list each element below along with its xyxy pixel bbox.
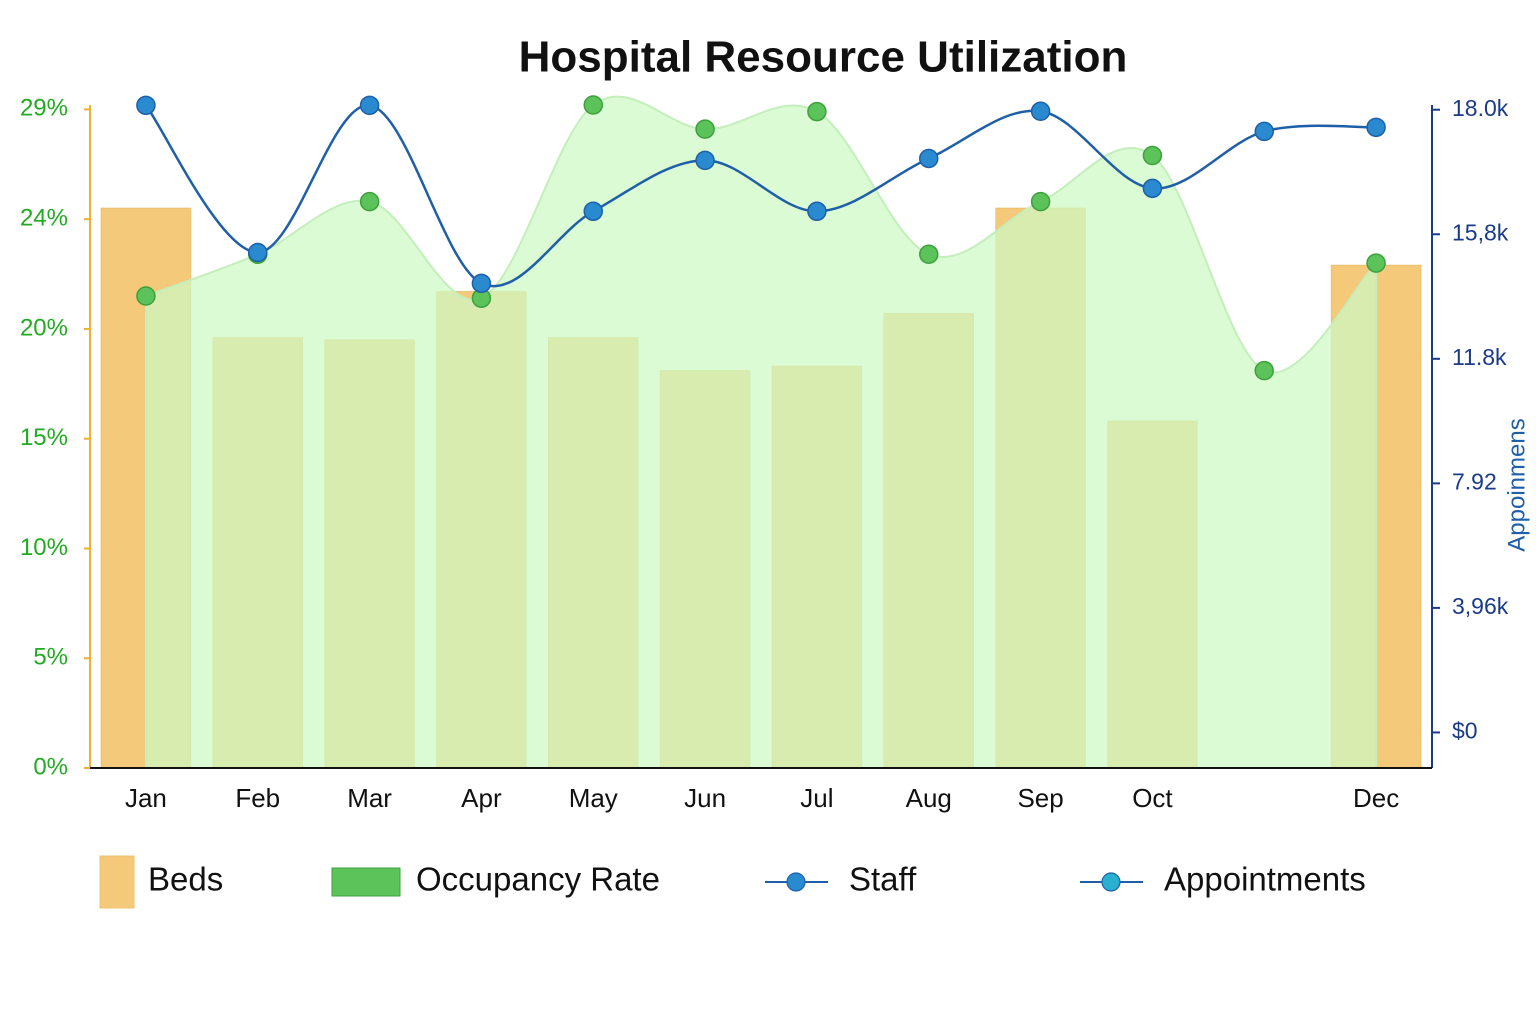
point bbox=[1142, 178, 1163, 199]
point bbox=[919, 244, 939, 265]
x-tick-label: May bbox=[569, 783, 618, 813]
y-tick-label: 5% bbox=[33, 644, 68, 671]
x-tick-label: Apr bbox=[461, 783, 502, 813]
point bbox=[1030, 101, 1051, 122]
legend-swatch bbox=[99, 855, 135, 909]
legend-marker bbox=[1101, 872, 1121, 892]
y-tick-label: 24% bbox=[20, 205, 68, 232]
x-tick-label: Oct bbox=[1132, 783, 1173, 813]
area bbox=[144, 95, 1378, 769]
point bbox=[583, 95, 603, 115]
x-tick-label: Jan bbox=[125, 783, 167, 813]
y2-tick-label: 15,8k bbox=[1452, 219, 1509, 245]
legend-label: Beds bbox=[148, 861, 223, 898]
point bbox=[136, 286, 156, 306]
legend-label: Appointments bbox=[1164, 861, 1366, 898]
point bbox=[1142, 145, 1163, 166]
point bbox=[1030, 191, 1051, 212]
legend-marker bbox=[786, 872, 806, 892]
y-tick-label: 29% bbox=[20, 95, 68, 122]
point bbox=[919, 148, 939, 169]
y2-axis-label: Appoinmens bbox=[1503, 418, 1530, 551]
y-tick-label: 0% bbox=[33, 753, 68, 780]
y-tick-label: 15% bbox=[20, 424, 68, 451]
point bbox=[695, 119, 715, 139]
x-tick-label: Jul bbox=[800, 783, 833, 813]
x-tick-label: Aug bbox=[906, 783, 952, 813]
y2-tick-label: 18.0k bbox=[1452, 95, 1509, 121]
point bbox=[1254, 360, 1274, 381]
y-tick-label: 10% bbox=[20, 534, 68, 561]
legend-label: Occupancy Rate bbox=[416, 861, 660, 898]
point bbox=[136, 95, 156, 116]
legend-swatch bbox=[331, 867, 401, 897]
x-tick-label: Dec bbox=[1353, 783, 1399, 813]
y-tick-label: 20% bbox=[20, 314, 68, 341]
legend-label: Staff bbox=[849, 861, 917, 898]
point bbox=[807, 101, 827, 122]
y2-tick-label: 3,96k bbox=[1452, 593, 1509, 619]
chart-title: Hospital Resource Utilization bbox=[519, 33, 1128, 82]
y2-tick-label: $0 bbox=[1452, 718, 1478, 744]
x-tick-label: Mar bbox=[347, 783, 392, 813]
y2-tick-label: 11.8k bbox=[1452, 344, 1507, 370]
point bbox=[1254, 121, 1274, 142]
x-tick-label: Sep bbox=[1017, 783, 1063, 813]
point bbox=[1366, 253, 1386, 273]
point bbox=[583, 201, 603, 222]
point bbox=[359, 95, 380, 116]
point bbox=[807, 201, 827, 222]
point bbox=[248, 242, 268, 263]
point bbox=[471, 273, 492, 294]
x-tick-label: Jun bbox=[684, 783, 726, 813]
y2-tick-label: 7.92 bbox=[1452, 468, 1497, 494]
point bbox=[359, 191, 380, 212]
point bbox=[1366, 117, 1386, 138]
point bbox=[695, 150, 715, 171]
x-tick-label: Feb bbox=[235, 783, 280, 813]
